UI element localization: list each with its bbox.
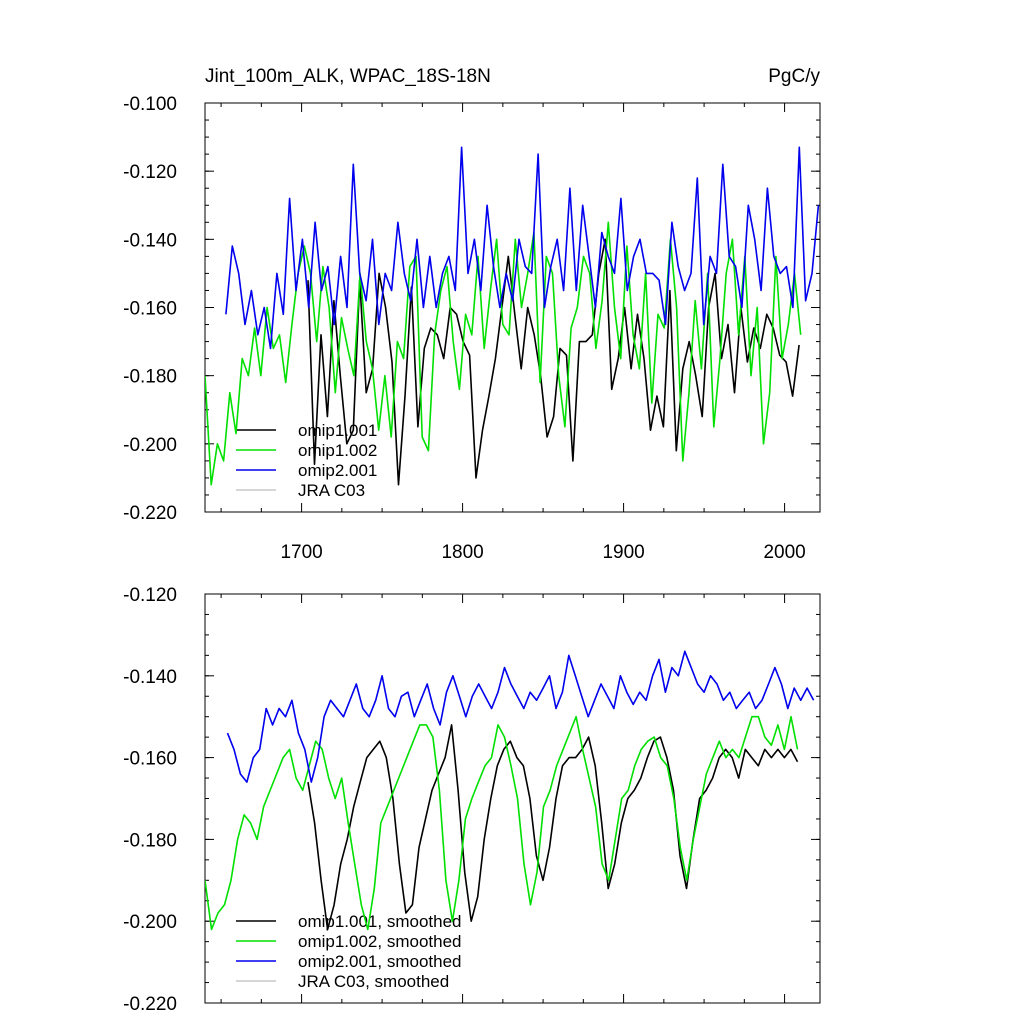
series-line-omip2-001-smoothed: [226, 650, 815, 783]
legend-label: omip1.002: [298, 441, 377, 460]
y-tick-label: -0.160: [123, 749, 177, 770]
series-line-omip1-001: [307, 238, 800, 486]
y-tick-label: -0.180: [123, 367, 177, 388]
top-panel: Jint_100m_ALK, WPAC_18S-18N PgC/y -0.100…: [123, 66, 821, 563]
legend-label: omip1.002, smoothed: [298, 932, 462, 951]
series-line-omip1-001-smoothed: [307, 724, 799, 931]
bottom-panel: -0.120 -0.140 -0.160 -0.180 -0.200 -0.220 omip…: [123, 585, 821, 1015]
y-tick-label: -0.200: [123, 912, 177, 933]
x-tick-label: 1700: [280, 542, 322, 563]
chart-units: PgC/y: [768, 66, 820, 87]
y-tick-label: -0.100: [123, 94, 177, 115]
chart-title: Jint_100m_ALK, WPAC_18S-18N: [205, 66, 491, 87]
y-tick-label: -0.220: [123, 503, 177, 524]
legend-label: omip2.001: [298, 461, 377, 480]
series-line-omip2-001: [225, 146, 820, 350]
y-tick-label: -0.120: [123, 162, 177, 183]
y-tick-label: -0.140: [123, 230, 177, 251]
y-tick-label: -0.180: [123, 830, 177, 851]
x-tick-label: 2000: [763, 542, 805, 563]
legend-label: JRA C03, smoothed: [298, 972, 449, 991]
legend-label: omip2.001, smoothed: [298, 952, 462, 971]
series-line-omip1-002: [205, 221, 802, 486]
legend-label: omip1.001, smoothed: [298, 912, 462, 931]
x-tick-label: 1800: [441, 542, 483, 563]
y-tick-label: -0.140: [123, 667, 177, 688]
y-tick-label: -0.200: [123, 435, 177, 456]
legend-label: JRA C03: [298, 481, 365, 500]
series-line-omip1-002-smoothed: [205, 715, 799, 931]
y-tick-label: -0.220: [123, 994, 177, 1015]
y-tick-label: -0.120: [123, 585, 177, 606]
legend-label: omip1.001: [298, 421, 377, 440]
y-tick-label: -0.160: [123, 299, 177, 320]
x-tick-label: 1900: [602, 542, 644, 563]
